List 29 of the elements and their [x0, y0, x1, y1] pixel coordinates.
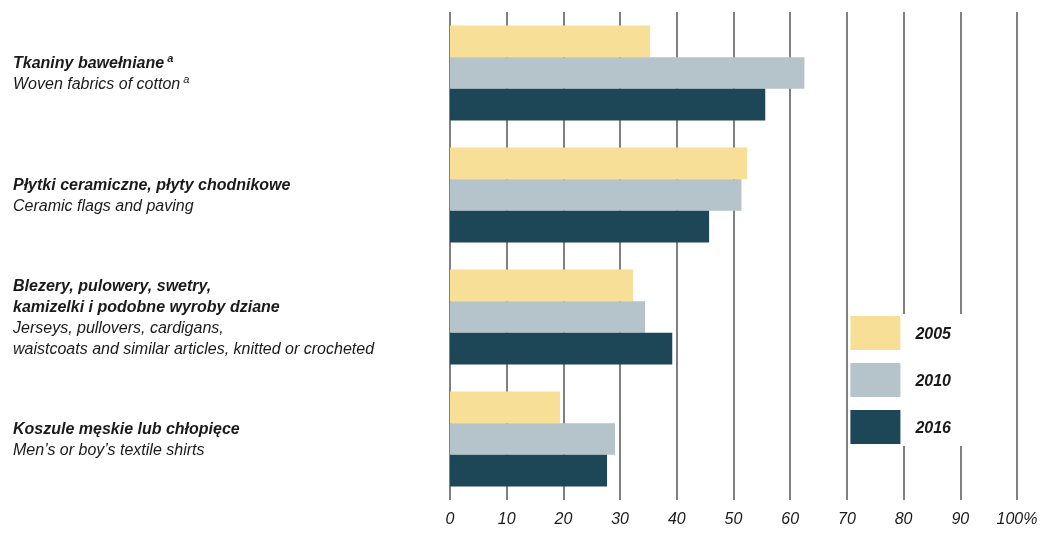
bar	[450, 454, 608, 487]
bar	[450, 57, 805, 89]
x-tick-label: 60	[781, 509, 800, 527]
bar	[450, 391, 560, 424]
bar	[450, 269, 634, 302]
x-tick-label: 0	[445, 509, 455, 527]
y-tick-label: Koszule męskie lub chłopięce Men’s or boy’s textile shirts	[13, 420, 240, 458]
x-tick-label: 90	[951, 509, 970, 527]
legend-label: 2005	[914, 324, 953, 342]
x-tick-label: 50	[724, 509, 743, 527]
bar	[450, 332, 673, 365]
x-tick-label: 20	[553, 509, 573, 527]
legend-label: 2010	[914, 371, 952, 389]
legend-label: 2016	[914, 418, 952, 436]
y-tick-label: Płytki ceramiczne, płyty chodnikowe Ceramic flags and paving	[13, 176, 291, 214]
x-tick-label: 70	[838, 509, 856, 527]
bar	[450, 88, 766, 121]
x-tick-label: 40	[667, 509, 686, 527]
x-tick-label: 80	[894, 509, 913, 527]
bar	[450, 423, 615, 455]
bar	[450, 147, 748, 180]
y-tick-label: Blezery, pulowery, swetry, kamizelki i podobne wyroby dziane Jerseys, pullovers, cardigans, waistcoats and similar articles, knitted or crocheted	[12, 277, 376, 357]
x-tick-label: 10	[497, 509, 516, 527]
bar	[450, 301, 646, 333]
x-tick-label: 100%	[996, 509, 1038, 527]
x-tick-label: 30	[611, 509, 630, 527]
bar	[450, 210, 710, 243]
bar	[450, 179, 742, 211]
bar	[450, 25, 651, 58]
